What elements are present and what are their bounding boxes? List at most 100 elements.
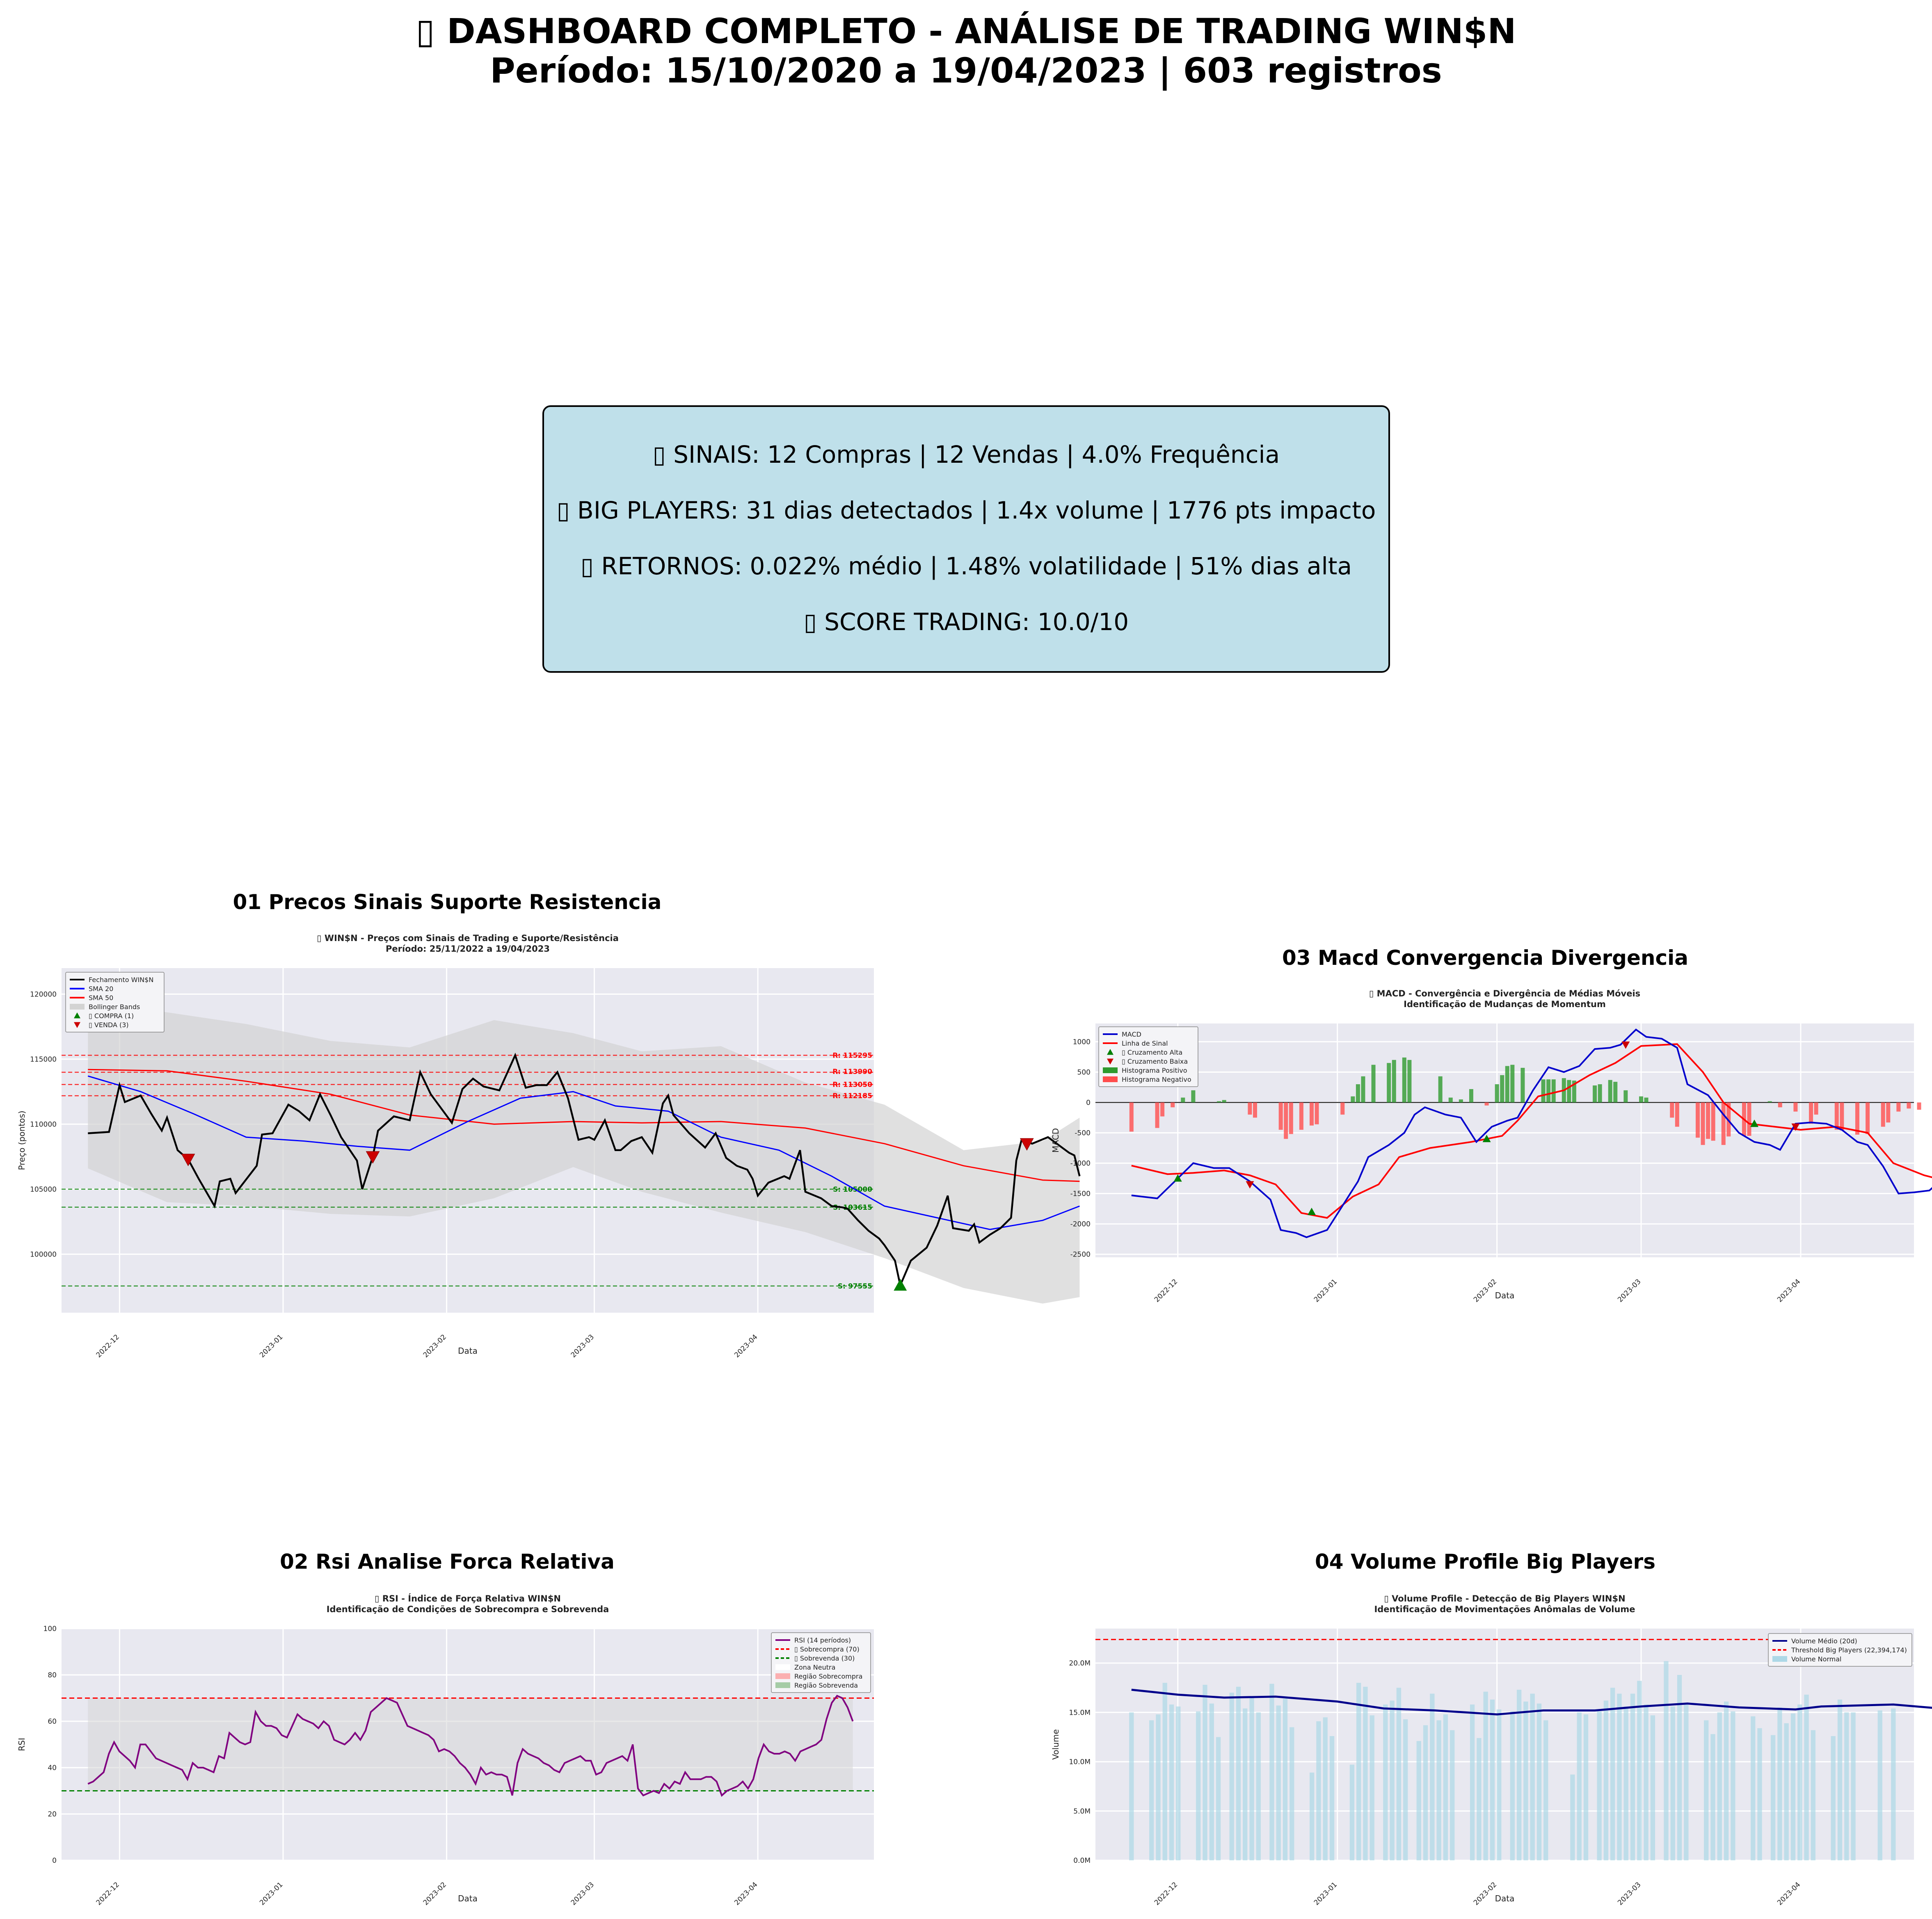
volume-bar bbox=[1851, 1712, 1856, 1860]
macd-histogram-negative-bar bbox=[1881, 1102, 1885, 1127]
resistance-label: R: 115295 bbox=[832, 1052, 872, 1060]
volume-bar bbox=[1731, 1711, 1735, 1860]
rsi-legend-label: RSI (14 períodos) bbox=[794, 1636, 851, 1644]
price-y-axis-label: Preço (pontos) bbox=[17, 1110, 27, 1170]
macd-chart-title: ▯ MACD - Convergência e Divergência de M… bbox=[1369, 989, 1640, 998]
macd-histogram-positive-bar bbox=[1495, 1084, 1499, 1103]
dashboard-title: ▯ DASHBOARD COMPLETO - ANÁLISE DE TRADIN… bbox=[416, 11, 1516, 51]
macd-histogram-negative-bar bbox=[1917, 1102, 1921, 1110]
price-legend-label: Bollinger Bands bbox=[89, 1003, 140, 1011]
macd-histogram-negative-bar bbox=[1253, 1102, 1257, 1118]
price-y-tick-label: 105000 bbox=[30, 1186, 57, 1194]
volume-bar bbox=[1316, 1721, 1321, 1860]
price-legend-label: ▯ COMPRA (1) bbox=[89, 1012, 134, 1020]
macd-histogram-positive-bar bbox=[1469, 1089, 1473, 1103]
macd-cross-down-marker bbox=[1791, 1123, 1800, 1131]
macd-y-tick-label: -500 bbox=[1075, 1129, 1091, 1137]
macd-y-axis-label: MACD bbox=[1051, 1128, 1061, 1153]
volume-bar bbox=[1684, 1703, 1689, 1860]
volume-legend-box bbox=[1768, 1633, 1912, 1667]
volume-bar bbox=[1597, 1711, 1602, 1860]
macd-histogram-negative-bar bbox=[1793, 1102, 1798, 1112]
volume-bar bbox=[1630, 1693, 1635, 1860]
sma20-line bbox=[87, 1075, 1080, 1230]
sell-signal-marker bbox=[1020, 1138, 1034, 1151]
macd-plot-area bbox=[1095, 1023, 1914, 1257]
volume-bar bbox=[1811, 1730, 1815, 1860]
macd-histogram-positive-bar bbox=[1644, 1097, 1648, 1103]
volume-bar bbox=[1490, 1700, 1495, 1860]
macd-histogram-negative-bar bbox=[1886, 1102, 1891, 1123]
volume-bar bbox=[1477, 1738, 1482, 1860]
macd-histogram-positive-bar bbox=[1217, 1101, 1221, 1103]
rsi-chart-subtitle: Identificação de Condições de Sobrecompr… bbox=[327, 1604, 609, 1614]
support-label: S: 103615 bbox=[833, 1204, 872, 1212]
macd-histogram-negative-bar bbox=[1171, 1102, 1175, 1108]
panel-title-rsi: 02 Rsi Analise Forca Relativa bbox=[280, 1550, 615, 1574]
volume-x-tick-label: 2023-02 bbox=[1472, 1880, 1498, 1907]
macd-histogram-positive-bar bbox=[1459, 1099, 1463, 1103]
macd-histogram-positive-bar bbox=[1541, 1079, 1546, 1103]
volume-legend-label: Threshold Big Players (22,394,174) bbox=[1791, 1646, 1907, 1654]
macd-histogram-positive-bar bbox=[1356, 1084, 1360, 1103]
volume-bar bbox=[1670, 1706, 1675, 1860]
macd-histogram-negative-bar bbox=[1834, 1102, 1839, 1130]
macd-y-tick-label: 500 bbox=[1077, 1068, 1091, 1076]
macd-signal-line bbox=[1131, 1043, 1932, 1219]
volume-x-tick-label: 2022-12 bbox=[1153, 1880, 1179, 1907]
volume-bar bbox=[1229, 1693, 1234, 1860]
volume-bar bbox=[1129, 1712, 1134, 1860]
price-legend-label: ▯ VENDA (3) bbox=[89, 1021, 129, 1029]
macd-legend-label: MACD bbox=[1122, 1030, 1141, 1038]
macd-cross-up-marker bbox=[1482, 1135, 1491, 1142]
rsi-x-tick-label: 2023-03 bbox=[569, 1880, 596, 1907]
macd-histogram-negative-bar bbox=[1701, 1102, 1705, 1145]
macd-histogram-positive-bar bbox=[1361, 1076, 1365, 1103]
macd-histogram-positive-bar bbox=[1191, 1090, 1196, 1103]
macd-legend-label: Linha de Sinal bbox=[1122, 1039, 1168, 1047]
volume-bar bbox=[1290, 1727, 1294, 1860]
price-legend-box bbox=[65, 972, 165, 1033]
summary-box: ▯ SINAIS: 12 Compras | 12 Vendas | 4.0% … bbox=[542, 405, 1390, 673]
macd-histogram-positive-bar bbox=[1623, 1090, 1628, 1103]
macd-histogram-positive-bar bbox=[1438, 1076, 1443, 1103]
macd-histogram-positive-bar bbox=[1510, 1065, 1515, 1103]
volume-bar bbox=[1770, 1735, 1776, 1860]
volume-legend-label: Volume Normal bbox=[1791, 1655, 1841, 1663]
volume-bar bbox=[1256, 1712, 1261, 1860]
rsi-x-tick-label: 2022-12 bbox=[95, 1880, 121, 1907]
volume-bar bbox=[1196, 1711, 1201, 1860]
macd-histogram-positive-bar bbox=[1613, 1082, 1618, 1103]
macd-legend-swatch bbox=[1103, 1076, 1118, 1082]
rsi-legend-box bbox=[771, 1632, 871, 1693]
close-price-line bbox=[88, 1053, 1081, 1288]
macd-legend-swatch bbox=[1107, 1058, 1113, 1065]
macd-legend-label: Histograma Positivo bbox=[1122, 1067, 1187, 1074]
price-x-tick-label: 2023-04 bbox=[733, 1333, 759, 1359]
macd-histogram-negative-bar bbox=[1248, 1102, 1252, 1115]
rsi-legend-label: ▯ Sobrevenda (30) bbox=[794, 1654, 855, 1662]
volume-average-line bbox=[1131, 1688, 1932, 1716]
volume-bar bbox=[1236, 1686, 1241, 1860]
volume-bar bbox=[1570, 1774, 1575, 1860]
macd-histogram-negative-bar bbox=[1866, 1102, 1870, 1134]
volume-bar bbox=[1523, 1701, 1528, 1860]
macd-legend-label: Histograma Negativo bbox=[1122, 1076, 1191, 1083]
macd-histogram-negative-bar bbox=[1907, 1102, 1911, 1109]
rsi-y-tick-label: 40 bbox=[48, 1764, 57, 1772]
macd-x-tick-label: 2023-02 bbox=[1472, 1277, 1498, 1304]
volume-bar bbox=[1577, 1712, 1582, 1860]
volume-bar bbox=[1516, 1690, 1522, 1860]
macd-cross-up-marker bbox=[1173, 1174, 1182, 1182]
macd-histogram-negative-bar bbox=[1814, 1102, 1818, 1115]
volume-bar bbox=[1309, 1773, 1315, 1860]
summary-signals: ▯ SINAIS: 12 Compras | 12 Vendas | 4.0% … bbox=[652, 441, 1280, 468]
volume-x-tick-label: 2023-03 bbox=[1616, 1880, 1642, 1907]
rsi-legend-swatch bbox=[775, 1673, 790, 1679]
volume-bar bbox=[1323, 1717, 1328, 1860]
macd-histogram-negative-bar bbox=[1696, 1102, 1700, 1138]
rsi-legend-label: ▯ Sobrecompra (70) bbox=[794, 1645, 860, 1653]
macd-histogram-negative-bar bbox=[1706, 1102, 1710, 1139]
volume-bar bbox=[1717, 1712, 1722, 1860]
volume-bar bbox=[1777, 1707, 1782, 1860]
